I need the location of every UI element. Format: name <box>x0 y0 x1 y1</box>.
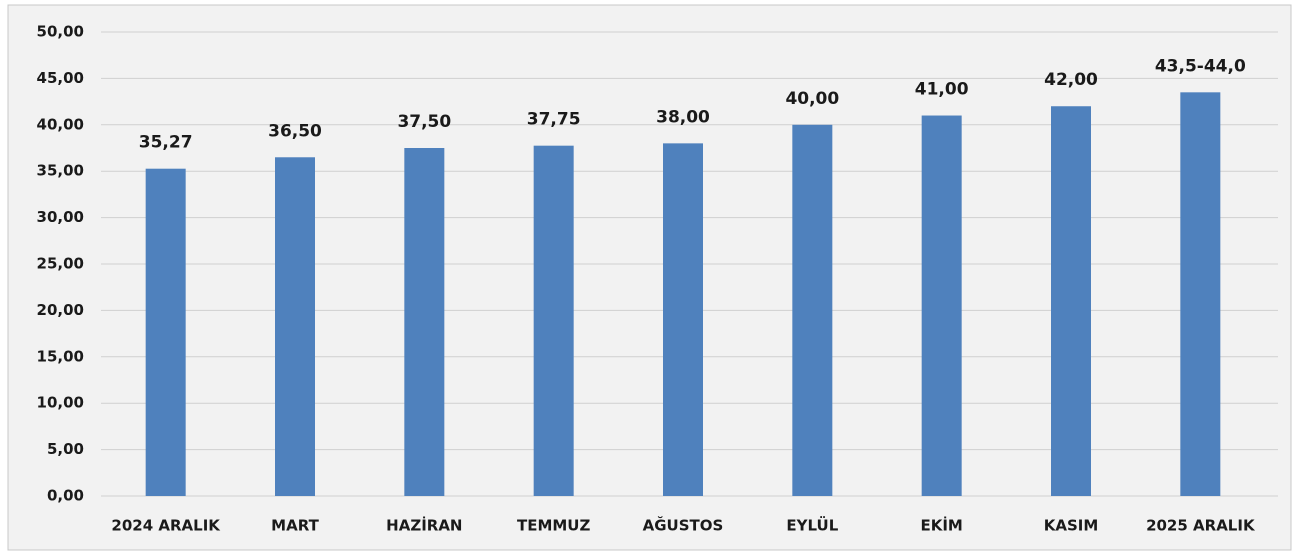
bar <box>145 168 186 496</box>
y-tick-label: 25,00 <box>37 255 84 273</box>
data-label: 37,50 <box>397 112 451 132</box>
bar <box>792 124 833 497</box>
y-tick-label: 30,00 <box>37 208 84 226</box>
y-tick-label: 45,00 <box>37 69 84 87</box>
bar <box>1051 106 1091 497</box>
y-tick-label: 50,00 <box>37 23 84 41</box>
y-tick-label: 5,00 <box>47 440 84 458</box>
data-label: 38,00 <box>656 107 710 127</box>
x-tick-label: EKİM <box>920 516 962 535</box>
x-tick-label: KASIM <box>1044 517 1099 535</box>
data-label: 36,50 <box>268 121 322 141</box>
x-tick-label: HAZİRAN <box>386 516 462 535</box>
y-tick-label: 0,00 <box>47 487 84 505</box>
chart-frame <box>7 4 1292 551</box>
bar <box>1180 92 1221 496</box>
data-label: 40,00 <box>785 89 839 109</box>
data-label: 37,75 <box>527 110 581 130</box>
x-tick-label: TEMMUZ <box>517 517 591 535</box>
y-tick-label: 10,00 <box>37 394 84 412</box>
y-tick-label: 40,00 <box>37 115 84 133</box>
x-tick-label: 2025 ARALIK <box>1146 517 1256 535</box>
x-tick-label: EYLÜL <box>786 516 838 535</box>
x-tick-label: MART <box>271 517 319 535</box>
data-label: 35,27 <box>139 133 193 153</box>
x-tick-label: 2024 ARALIK <box>111 517 221 535</box>
y-tick-label: 35,00 <box>37 162 84 180</box>
data-label: 42,00 <box>1044 70 1098 90</box>
bar <box>533 145 574 496</box>
y-tick-label: 15,00 <box>37 347 84 365</box>
bar <box>404 148 445 496</box>
data-label: 41,00 <box>915 80 969 100</box>
y-tick-label: 20,00 <box>37 301 84 319</box>
x-tick-label: AĞUSTOS <box>643 516 724 535</box>
bar <box>921 115 962 497</box>
data-label: 43,5-44,0 <box>1155 56 1246 76</box>
bar <box>663 143 703 497</box>
bar <box>275 157 315 496</box>
